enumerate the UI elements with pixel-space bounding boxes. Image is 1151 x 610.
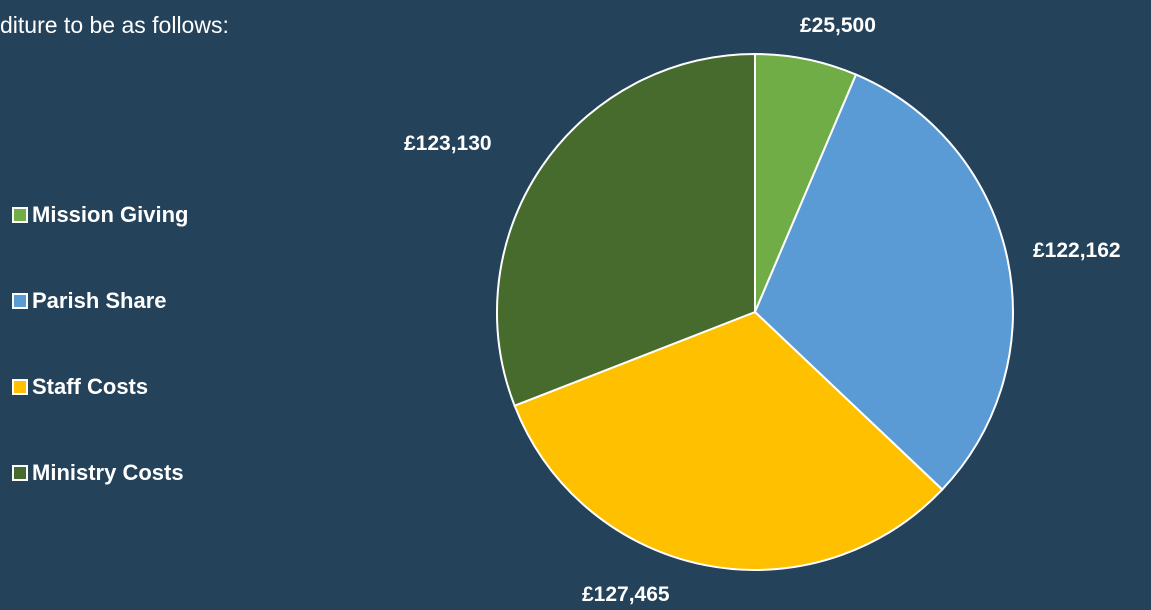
legend-swatch-mission-giving (12, 207, 28, 223)
legend-item-mission-giving: Mission Giving (12, 172, 332, 258)
data-label-staff-costs: £127,465 (582, 583, 670, 606)
legend-label-staff-costs: Staff Costs (32, 374, 149, 399)
legend-item-ministry-costs: Ministry Costs (12, 430, 332, 516)
legend-item-staff-costs: Staff Costs (12, 344, 332, 430)
data-label-ministry-costs: £123,130 (404, 132, 492, 155)
pie-slice-ministry-costs (496, 52, 756, 408)
pie-slice-parish-share (753, 73, 1014, 491)
legend-label-parish-share: Parish Share (32, 288, 167, 313)
legend-swatch-parish-share (12, 293, 28, 309)
data-label-parish-share: £122,162 (1033, 239, 1121, 262)
data-label-mission-giving: £25,500 (800, 14, 876, 37)
pie-slice-staff-costs (513, 310, 944, 571)
legend-item-parish-share: Parish Share (12, 258, 332, 344)
legend-label-mission-giving: Mission Giving (32, 202, 189, 227)
intro-text: diture to be as follows: (0, 12, 229, 38)
legend-swatch-ministry-costs (12, 465, 28, 481)
chart-legend: Mission Giving Parish Share Staff Costs … (12, 172, 332, 516)
legend-swatch-staff-costs (12, 379, 28, 395)
legend-label-ministry-costs: Ministry Costs (32, 460, 184, 485)
